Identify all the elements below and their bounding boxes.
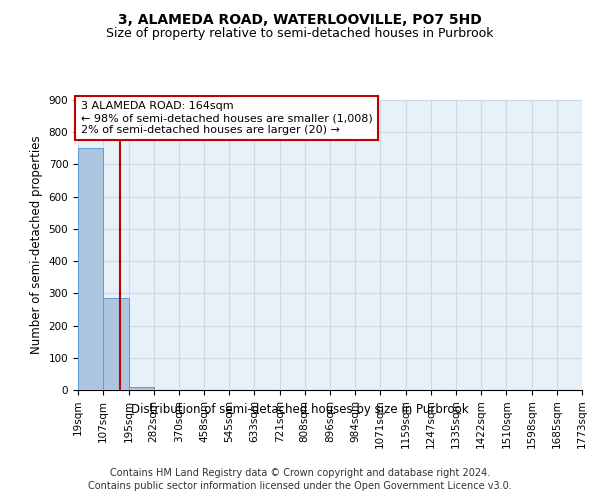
Text: Size of property relative to semi-detached houses in Purbrook: Size of property relative to semi-detach… (106, 28, 494, 40)
Bar (78, 148, 103, 390)
Text: Contains HM Land Registry data © Crown copyright and database right 2024.: Contains HM Land Registry data © Crown c… (110, 468, 490, 477)
Y-axis label: Number of semi-detached properties: Number of semi-detached properties (30, 136, 43, 354)
Bar (128, 388, 154, 390)
Bar (103, 298, 128, 390)
Text: Distribution of semi-detached houses by size in Purbrook: Distribution of semi-detached houses by … (131, 402, 469, 415)
Text: Contains public sector information licensed under the Open Government Licence v3: Contains public sector information licen… (88, 481, 512, 491)
Text: 3, ALAMEDA ROAD, WATERLOOVILLE, PO7 5HD: 3, ALAMEDA ROAD, WATERLOOVILLE, PO7 5HD (118, 12, 482, 26)
Text: 3 ALAMEDA ROAD: 164sqm
← 98% of semi-detached houses are smaller (1,008)
2% of s: 3 ALAMEDA ROAD: 164sqm ← 98% of semi-det… (80, 102, 372, 134)
